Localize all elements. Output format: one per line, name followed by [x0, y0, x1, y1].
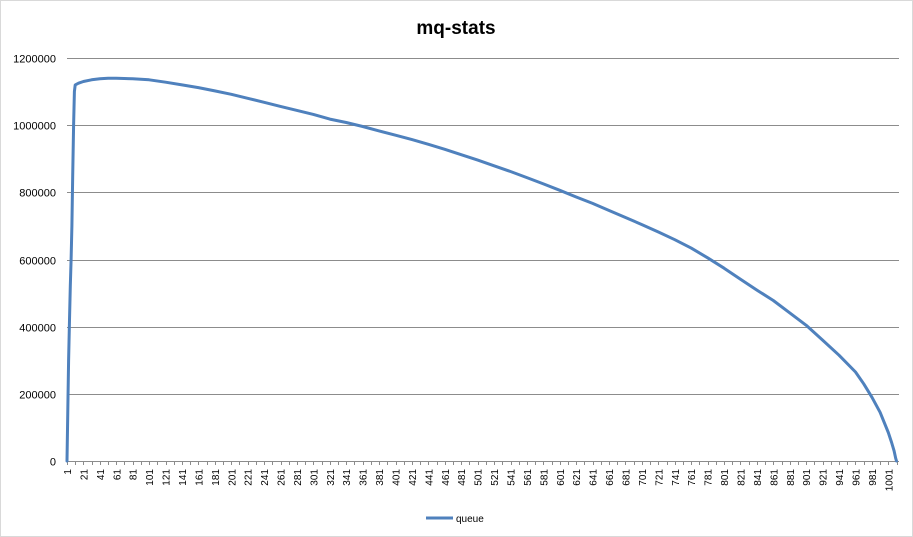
y-tick-label: 0	[50, 457, 56, 469]
x-tick-label: 801	[720, 469, 731, 486]
x-tick-label: 681	[621, 469, 632, 486]
y-tick-label: 800000	[19, 188, 56, 200]
x-tick-label: 521	[490, 469, 501, 486]
y-tick-label: 1200000	[13, 54, 56, 66]
x-tick-label: 361	[359, 469, 370, 486]
x-tick-label: 661	[605, 469, 616, 486]
x-tick-label: 541	[507, 469, 518, 486]
x-tick-label: 321	[326, 469, 337, 486]
chart-title: mq-stats	[416, 18, 495, 39]
x-tick-label: 821	[736, 469, 747, 486]
x-tick-label: 641	[589, 469, 600, 486]
x-tick-label: 281	[293, 469, 304, 486]
x-tick-label: 241	[260, 469, 271, 486]
x-tick-label: 301	[309, 469, 320, 486]
x-tick-label: 621	[572, 469, 583, 486]
x-tick-label: 461	[441, 469, 452, 486]
y-tick-label: 200000	[19, 390, 56, 402]
x-tick-label: 161	[194, 469, 205, 486]
x-tick-label: 561	[523, 469, 534, 486]
x-tick-label: 41	[96, 469, 107, 481]
x-tick-label: 101	[145, 469, 156, 486]
x-tick-label: 481	[457, 469, 468, 486]
x-tick-label: 401	[392, 469, 403, 486]
series-layer	[65, 76, 898, 463]
x-tick-label: 721	[654, 469, 665, 486]
x-tick-label: 841	[753, 469, 764, 486]
x-tick-label: 81	[129, 469, 140, 481]
x-tick-label: 1001	[884, 469, 895, 492]
x-tick-label: 141	[178, 469, 189, 486]
x-tick-label: 261	[277, 469, 288, 486]
series-line-queue	[65, 76, 898, 463]
x-tick-label: 181	[211, 469, 222, 486]
y-tick-label: 1000000	[13, 121, 56, 133]
x-tick-label: 941	[835, 469, 846, 486]
y-axis: 0 200000 400000 600000 800000 1000000 1200000	[13, 54, 56, 469]
x-tick-label: 501	[474, 469, 485, 486]
x-tick-label: 981	[868, 469, 879, 486]
x-tick-label: 701	[638, 469, 649, 486]
x-tick-label: 761	[687, 469, 698, 486]
x-tick-label: 861	[769, 469, 780, 486]
x-tick-label: 961	[851, 469, 862, 486]
x-tick-label: 781	[704, 469, 715, 486]
x-axis: 1 21 41 61 81 101 121 141 161 181 201 221 241 261 281 3…	[63, 461, 899, 491]
x-tick-label: 201	[227, 469, 238, 486]
y-tick-label: 600000	[19, 256, 56, 268]
x-tick-label: 601	[556, 469, 567, 486]
x-tick-label: 21	[79, 469, 90, 481]
x-tick-label: 61	[112, 469, 123, 481]
x-tick-label: 221	[244, 469, 255, 486]
x-tick-label: 581	[539, 469, 550, 486]
x-tick-label: 441	[424, 469, 435, 486]
gridlines	[67, 58, 899, 395]
x-tick-label: 741	[671, 469, 682, 486]
x-tick-label: 121	[162, 469, 173, 486]
x-tick-label: 1	[63, 469, 74, 475]
x-tick-label: 381	[375, 469, 386, 486]
y-tick-label: 400000	[19, 323, 56, 335]
legend: queue	[426, 514, 484, 525]
legend-label-queue: queue	[456, 514, 484, 525]
x-tick-label: 421	[408, 469, 419, 486]
x-tick-label: 341	[342, 469, 353, 486]
x-tick-label: 901	[802, 469, 813, 486]
x-tick-label: 921	[819, 469, 830, 486]
x-tick-label: 881	[786, 469, 797, 486]
